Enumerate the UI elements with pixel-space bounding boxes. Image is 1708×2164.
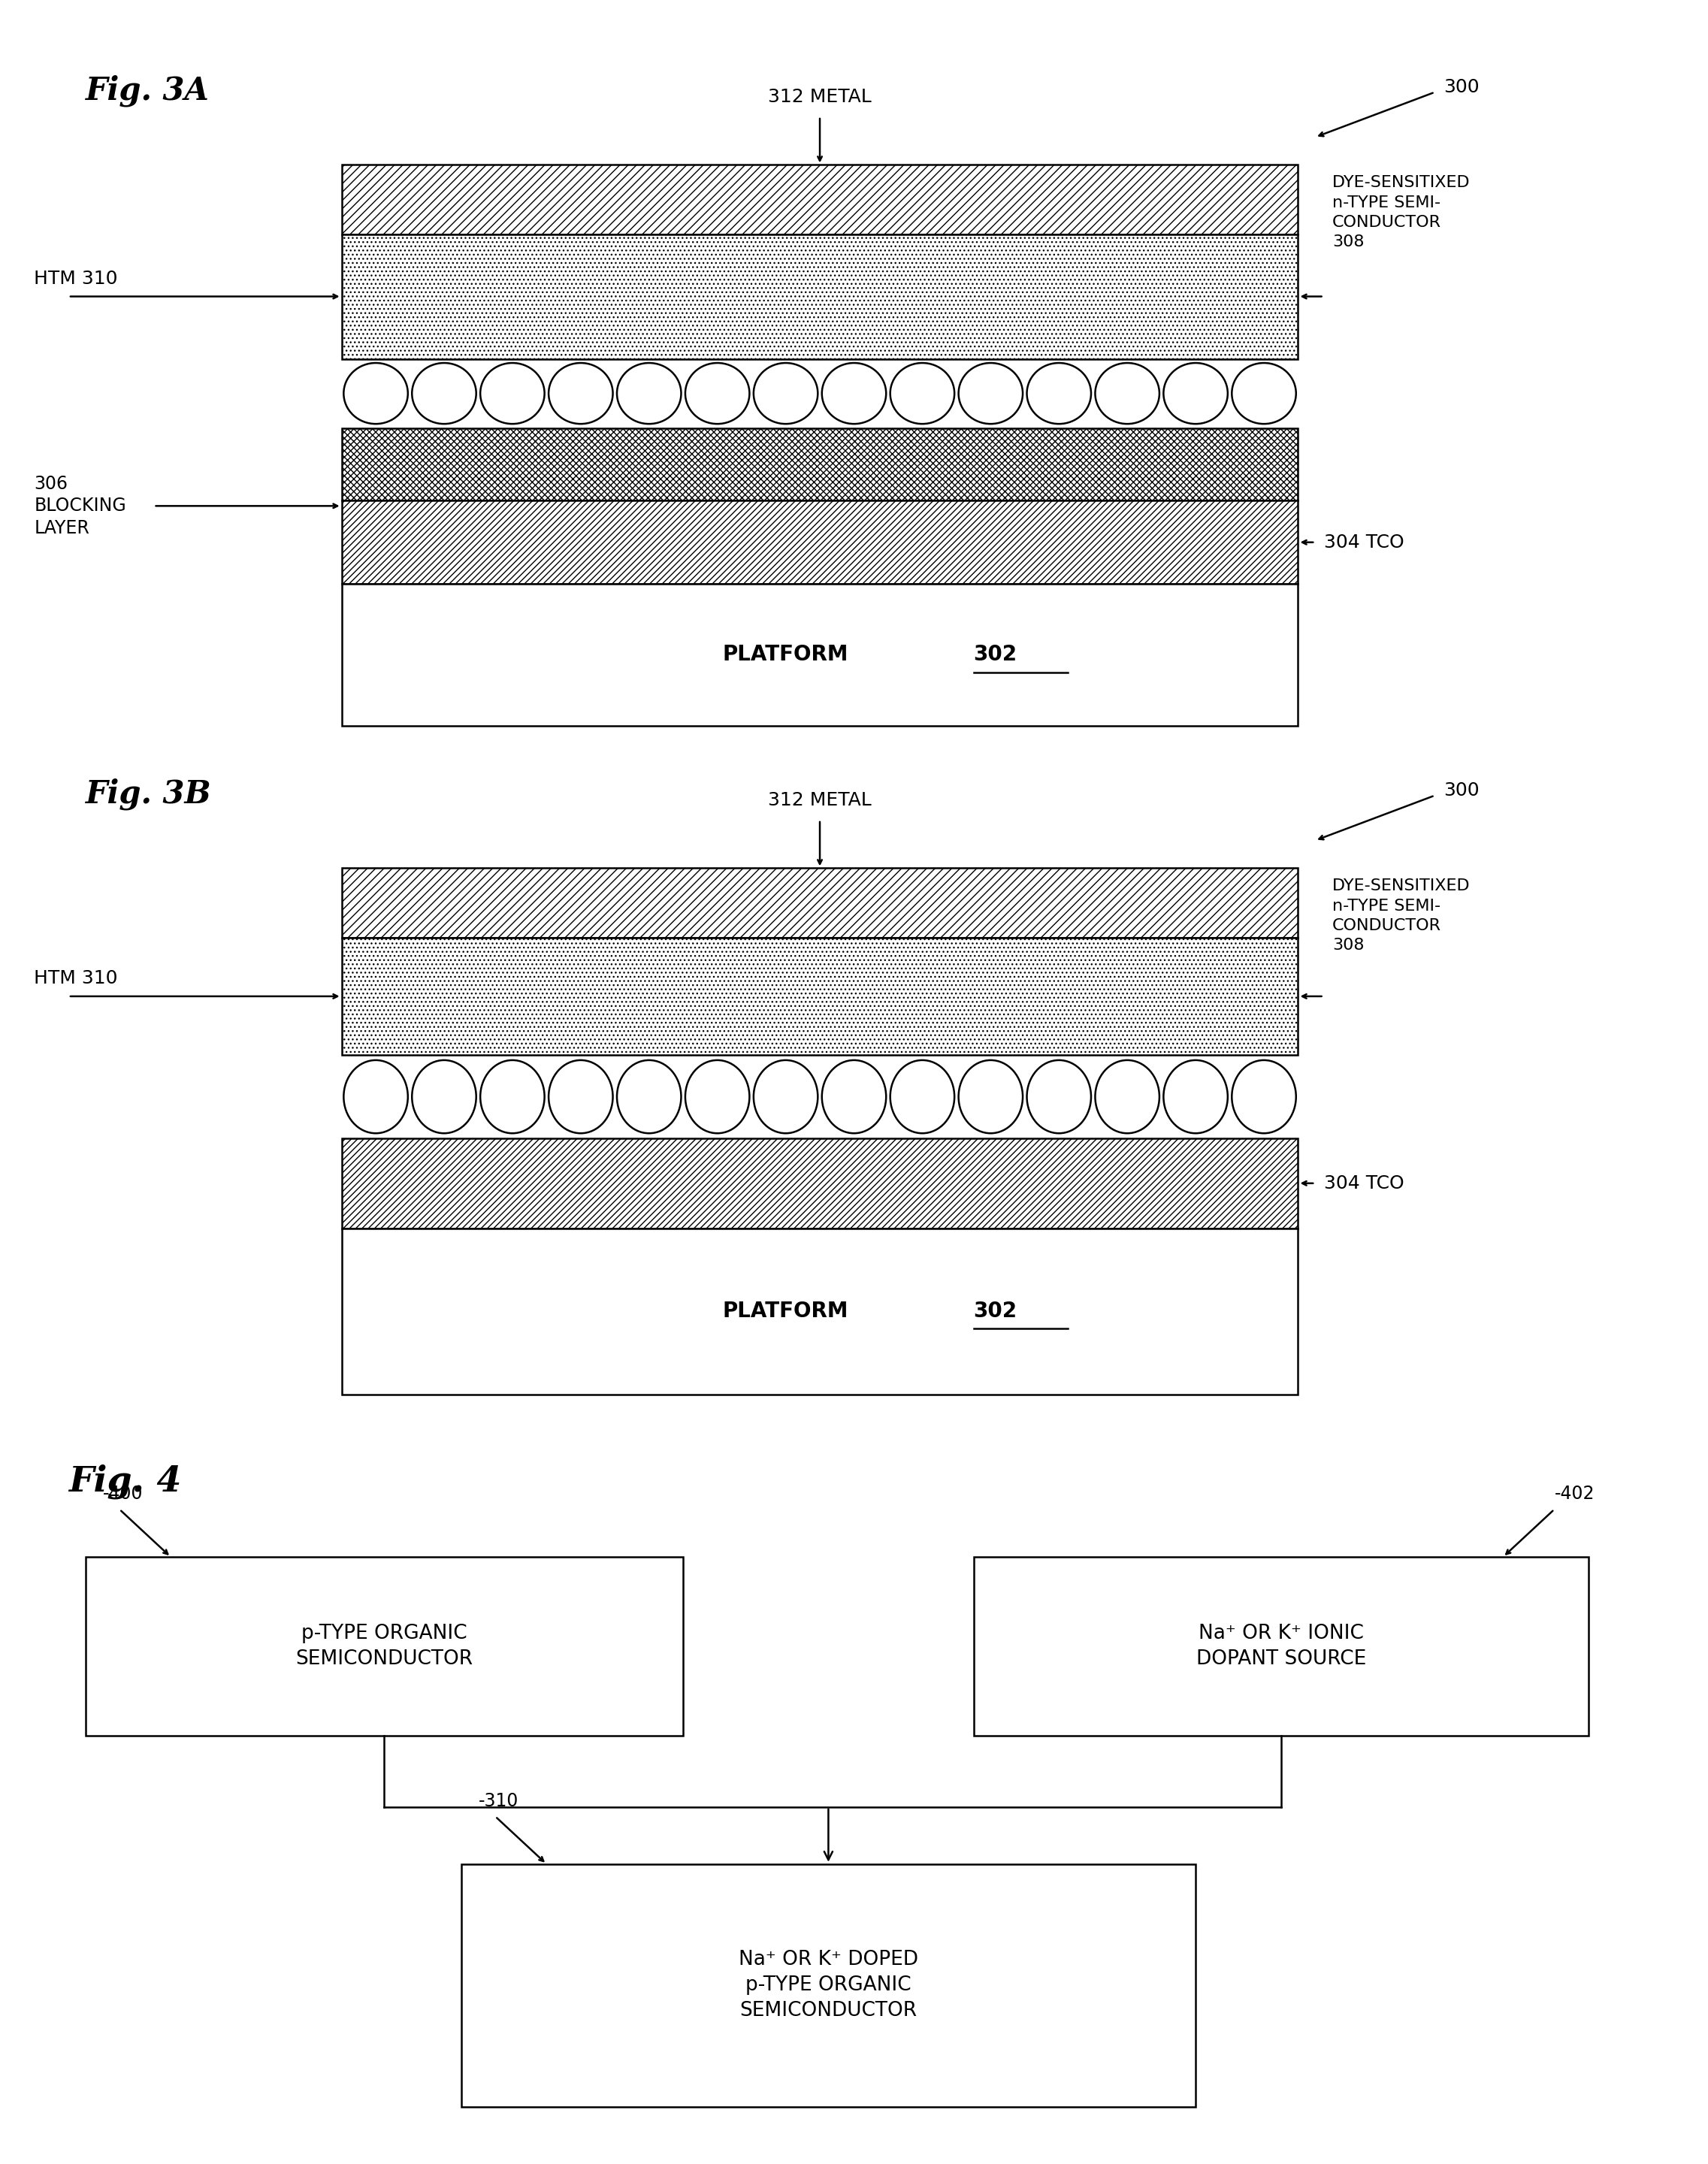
Ellipse shape [343,364,408,424]
Bar [85,1558,683,1736]
Text: 300: 300 [1443,781,1479,801]
Ellipse shape [1095,364,1160,424]
Ellipse shape [1027,1060,1091,1134]
Ellipse shape [685,364,750,424]
Bar [342,868,1298,937]
Bar [974,1558,1588,1736]
Ellipse shape [890,364,955,424]
Text: HTM 310: HTM 310 [34,270,118,288]
Text: -400: -400 [102,1485,143,1502]
Text: PLATFORM: PLATFORM [722,1301,849,1322]
Text: DYE-SENSITIXED
n-TYPE SEMI-
CONDUCTOR
308: DYE-SENSITIXED n-TYPE SEMI- CONDUCTOR 30… [1332,175,1471,249]
Text: Fig. 4: Fig. 4 [68,1465,181,1500]
Text: Na⁺ OR K⁺ IONIC
DOPANT SOURCE: Na⁺ OR K⁺ IONIC DOPANT SOURCE [1196,1623,1366,1668]
Bar [461,1863,1196,2108]
Ellipse shape [617,1060,681,1134]
Ellipse shape [1163,364,1228,424]
Text: 304 TCO: 304 TCO [1324,1175,1404,1192]
Text: 306
BLOCKING
LAYER: 306 BLOCKING LAYER [34,474,126,537]
Ellipse shape [685,1060,750,1134]
Ellipse shape [548,1060,613,1134]
Ellipse shape [753,364,818,424]
Ellipse shape [822,1060,886,1134]
Ellipse shape [412,364,477,424]
Text: p-TYPE ORGANIC
SEMICONDUCTOR: p-TYPE ORGANIC SEMICONDUCTOR [295,1623,473,1668]
Bar [342,234,1298,359]
Ellipse shape [1231,1060,1296,1134]
Text: 304 TCO: 304 TCO [1324,532,1404,552]
Ellipse shape [1231,364,1296,424]
Text: Na⁺ OR K⁺ DOPED
p-TYPE ORGANIC
SEMICONDUCTOR: Na⁺ OR K⁺ DOPED p-TYPE ORGANIC SEMICONDU… [738,1950,919,2021]
Ellipse shape [412,1060,477,1134]
Text: -310: -310 [478,1792,518,1809]
Text: PLATFORM: PLATFORM [722,645,849,664]
Ellipse shape [1163,1060,1228,1134]
Ellipse shape [343,1060,408,1134]
Ellipse shape [1027,364,1091,424]
Bar [342,1229,1298,1394]
Ellipse shape [958,1060,1023,1134]
Ellipse shape [822,364,886,424]
Text: 302: 302 [974,1301,1018,1322]
Ellipse shape [890,1060,955,1134]
Bar [342,937,1298,1056]
Text: HTM 310: HTM 310 [34,969,118,987]
Ellipse shape [753,1060,818,1134]
Bar [342,584,1298,725]
Text: 302: 302 [974,645,1018,664]
Bar [342,428,1298,500]
Ellipse shape [958,364,1023,424]
Ellipse shape [480,1060,545,1134]
Bar [342,1138,1298,1229]
Text: 312 METAL: 312 METAL [769,89,871,106]
Bar [342,164,1298,234]
Bar [342,500,1298,584]
Ellipse shape [617,364,681,424]
Text: -402: -402 [1554,1485,1595,1502]
Text: Fig. 3A: Fig. 3A [85,76,208,106]
Ellipse shape [1095,1060,1160,1134]
Ellipse shape [548,364,613,424]
Text: 312 METAL: 312 METAL [769,792,871,809]
Text: DYE-SENSITIXED
n-TYPE SEMI-
CONDUCTOR
308: DYE-SENSITIXED n-TYPE SEMI- CONDUCTOR 30… [1332,879,1471,952]
Text: Fig. 3B: Fig. 3B [85,779,212,809]
Ellipse shape [480,364,545,424]
Text: 300: 300 [1443,78,1479,97]
